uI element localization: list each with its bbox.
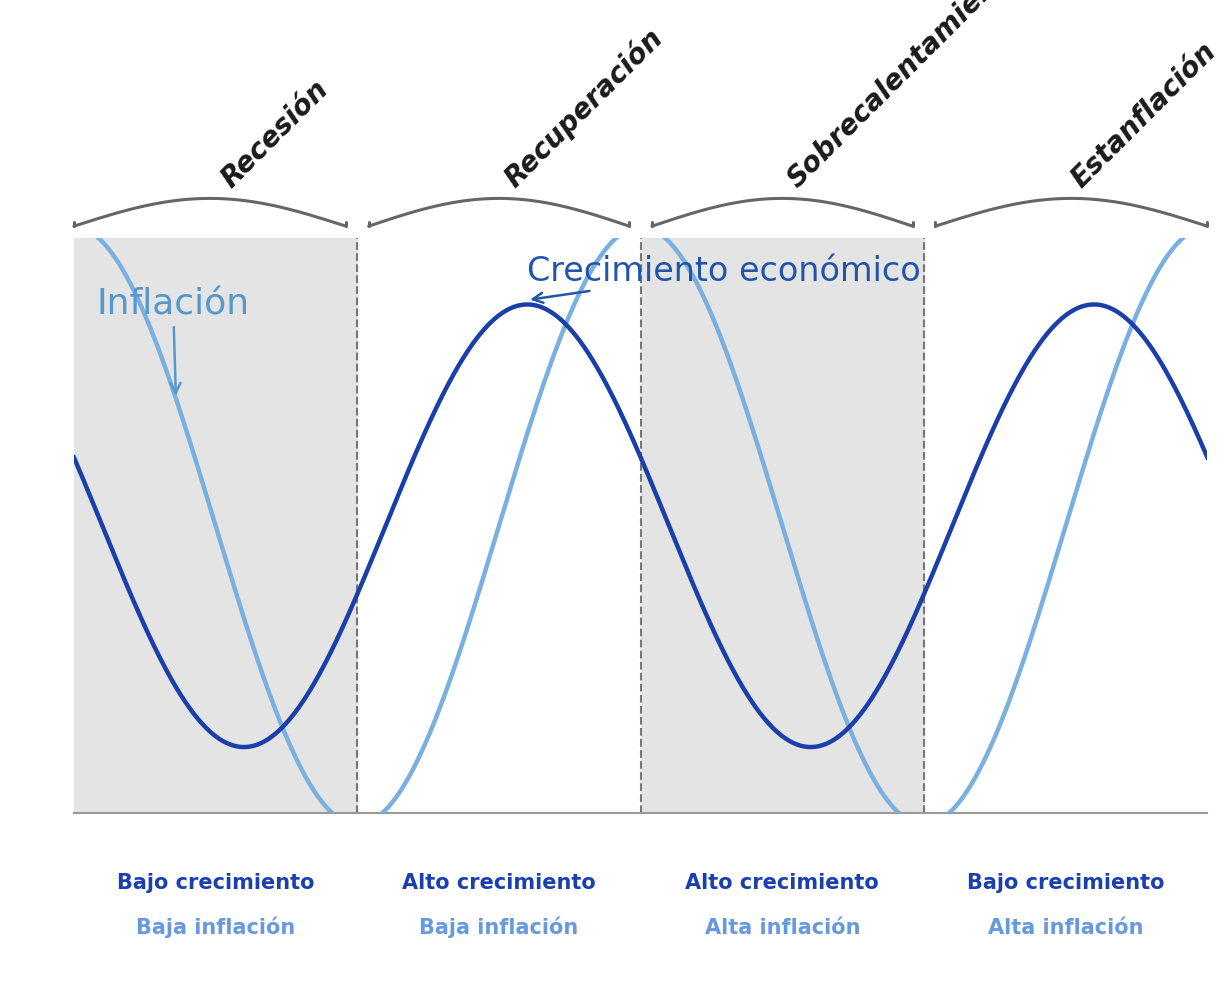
Text: Alto crecimiento: Alto crecimiento	[685, 873, 880, 893]
Bar	[74, 238, 357, 813]
Text: Bajo crecimiento: Bajo crecimiento	[117, 873, 314, 893]
Text: Alta inflación: Alta inflación	[988, 918, 1143, 937]
Text: Baja inflación: Baja inflación	[419, 917, 579, 938]
Text: Alto crecimiento: Alto crecimiento	[402, 873, 596, 893]
Text: Recuperación: Recuperación	[499, 23, 669, 193]
Text: Baja inflación: Baja inflación	[136, 917, 296, 938]
Bar	[641, 238, 924, 813]
Text: Alta inflación: Alta inflación	[705, 918, 860, 937]
Text: Sobrecalentamiento: Sobrecalentamiento	[782, 0, 1026, 193]
Text: Inflación: Inflación	[96, 288, 250, 393]
Text: Bajo crecimiento: Bajo crecimiento	[967, 873, 1164, 893]
Text: Recesión: Recesión	[216, 75, 334, 193]
Text: Crecimiento económico: Crecimiento económico	[527, 255, 922, 303]
Text: Estanflación: Estanflación	[1066, 38, 1222, 193]
